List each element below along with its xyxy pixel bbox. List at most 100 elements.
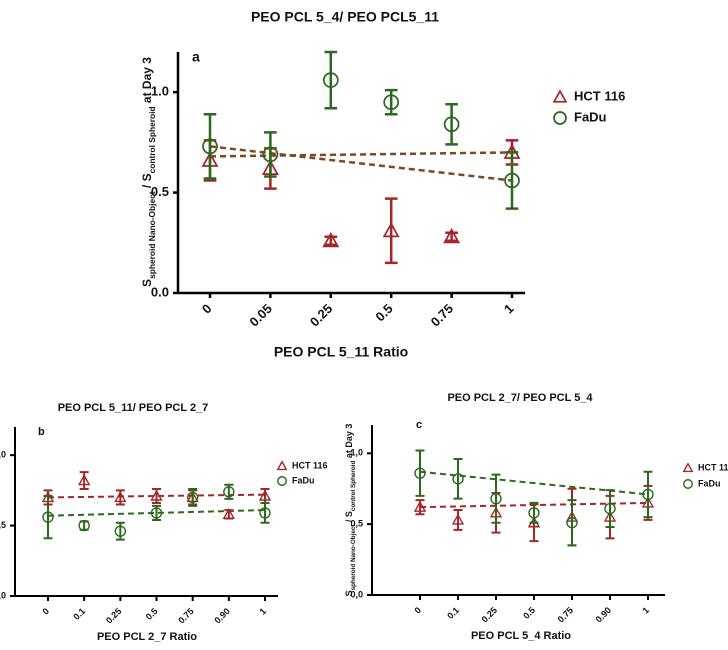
marker-circle [42, 511, 54, 523]
y-axis-label-part: / S [140, 173, 154, 191]
x-tick-label: 0.90 [594, 605, 613, 624]
y-axis-label-part: control Spheroid [147, 106, 157, 173]
x-axis-label: PEO PCL 2_7 Ratio [97, 631, 197, 643]
x-tick-label: 0 [40, 606, 51, 617]
panel-letter: c [416, 419, 422, 431]
marker-circle [150, 507, 163, 519]
error-bar [203, 113, 217, 180]
marker-circle [642, 488, 654, 501]
x-tick-label: 0.1 [71, 606, 87, 622]
marker-circle [78, 519, 90, 532]
marker-circle [186, 491, 199, 504]
legend-marker [277, 476, 287, 486]
error-bar [445, 102, 458, 146]
legend-label: HCT 116 [698, 462, 728, 472]
y-axis-label-part: control Spheroid [350, 461, 357, 512]
y-tick-label: 1,0 [0, 450, 6, 460]
marker-triangle [114, 490, 127, 503]
legend-marker [552, 89, 568, 103]
error-bar [491, 473, 501, 524]
legend-label: HCT 116 [574, 88, 625, 103]
panel: PEO PCL 2_7/ PEO PCL 5_4c 0,0 0,5 1,0 0 0.1 0.… [344, 392, 728, 642]
x-axis-label: PEO PCL 5_4 Ratio [471, 630, 571, 642]
y-tick-label: 0,0 [350, 589, 363, 599]
y-axis-label-part: at Day 3 [344, 424, 354, 461]
error-bar [453, 458, 463, 500]
marker-circle [452, 473, 464, 485]
x-tick-label: 0.25 [480, 605, 499, 624]
marker-circle [383, 94, 400, 111]
legend-marker [276, 460, 288, 471]
y-tick-label: 1,0 [350, 448, 363, 458]
y-tick-label: 0,5 [350, 519, 363, 529]
x-tick-label: 0 [199, 301, 215, 317]
marker-triangle [150, 489, 163, 501]
error-bar [384, 197, 398, 265]
marker-circle [259, 507, 271, 519]
trend-line [209, 151, 513, 158]
y-axis-label-part: spheroid Nano-Object [147, 191, 157, 279]
x-tick-label: 0 [412, 605, 423, 616]
chart-title: PEO PCL 2_7/ PEO PCL 5_4 [447, 392, 593, 404]
y-axis-label-part: spheroid Nano-Object [350, 524, 357, 591]
error-bar [324, 50, 338, 110]
y-tick-label: 0,5 [0, 520, 6, 530]
error-bar [445, 231, 458, 243]
error-bar [43, 495, 53, 540]
error-bar [415, 449, 425, 497]
x-tick-label: 0.75 [556, 605, 575, 624]
legend-marker [682, 462, 694, 473]
error-bar [260, 502, 270, 524]
marker-circle [604, 502, 616, 515]
x-tick-label: 0.05 [246, 301, 275, 330]
panel: PEO PCL 5_4/ PEO PCL5_11a 0.0 0.5 1.0 0 0.05 0… [140, 9, 625, 360]
legend-marker [553, 111, 567, 125]
x-tick-label: 1 [501, 301, 517, 317]
marker-circle [490, 492, 502, 505]
y-axis-label-part: S [344, 590, 354, 596]
marker-triangle [322, 231, 340, 248]
x-tick-label: 0.5 [144, 606, 160, 622]
error-bar [115, 521, 125, 541]
marker-circle [528, 507, 540, 519]
marker-triangle [451, 513, 465, 525]
y-tick-label: 1.0 [151, 84, 169, 99]
x-tick-label: 1 [640, 605, 651, 616]
error-bar [567, 499, 577, 547]
marker-triangle [443, 227, 461, 244]
x-tick-label: 0.1 [445, 605, 461, 621]
x-tick-label: 0.25 [307, 301, 336, 330]
legend-label: FaDu [292, 475, 315, 485]
error-bar [324, 235, 338, 247]
trend-line [209, 145, 513, 182]
x-tick-label: 0.5 [521, 605, 537, 621]
marker-circle [504, 172, 520, 189]
error-bar [643, 470, 653, 519]
y-tick-label: 0.0 [151, 284, 169, 299]
marker-circle [566, 517, 578, 529]
chart-title: PEO PCL 5_11/ PEO PCL 2_7 [58, 402, 209, 414]
chart-title: PEO PCL 5_4/ PEO PCL5_11 [251, 9, 439, 25]
y-axis-label: Sspheroid Nano-Object / Scontrol Spheroi… [140, 57, 157, 287]
marker-circle [322, 72, 339, 88]
error-bar [529, 501, 539, 524]
x-tick-label: 0.75 [428, 301, 457, 330]
marker-circle [223, 486, 235, 498]
y-axis-label-part: S [140, 279, 154, 287]
error-bar [384, 88, 398, 116]
marker-circle [414, 467, 426, 479]
legend-marker [683, 479, 693, 489]
marker-circle [202, 138, 218, 155]
y-tick-label: 0,0 [0, 590, 6, 600]
x-tick-label: 1 [257, 606, 268, 617]
marker-triangle [258, 489, 272, 501]
x-tick-label: 0.5 [372, 301, 395, 324]
panel: PEO PCL 5_11/ PEO PCL 2_7b 0,0 0,5 1,0 0 0.1 0… [0, 402, 328, 643]
y-axis-label-part: at Day 3 [140, 57, 154, 107]
marker-triangle [382, 221, 400, 238]
legend-label: FaDu [698, 478, 721, 488]
legend-label: HCT 116 [292, 460, 328, 470]
marker-circle [114, 525, 127, 537]
x-tick-label: 0.90 [212, 606, 231, 625]
